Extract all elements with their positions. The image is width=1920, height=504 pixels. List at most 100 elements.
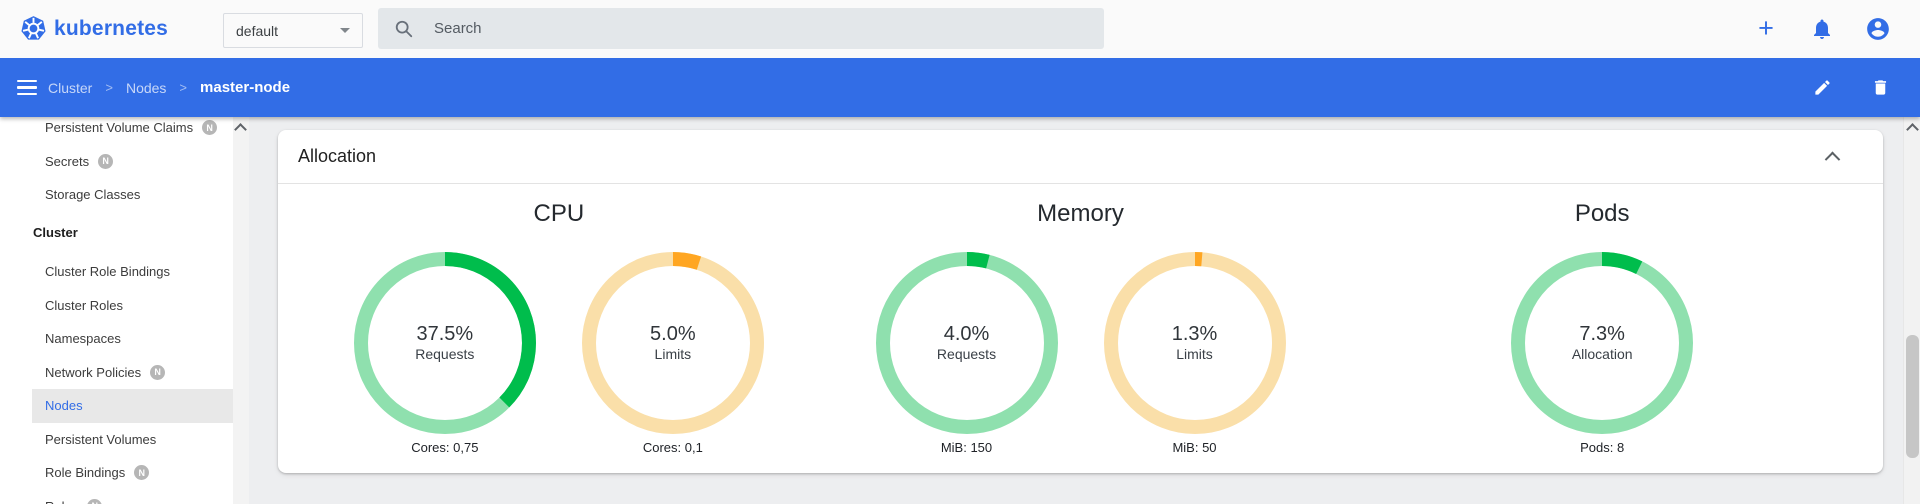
breadcrumb-toolbar: Cluster > Nodes > master-node	[0, 58, 1920, 117]
allocation-card-body: CPU 37.5% Requests Cores: 0,75	[278, 184, 1883, 456]
allocation-card: Allocation CPU 37.5% Requests	[278, 130, 1883, 473]
donut-center-text: 37.5% Requests	[354, 323, 536, 363]
nav-sidebar: Persistent Volume Claims N Secrets N Sto…	[0, 117, 234, 504]
namespaced-badge: N	[150, 364, 166, 380]
donut-ring	[353, 252, 536, 434]
sidebar-item-label: Cluster Role Bindings	[45, 264, 171, 280]
donut-center-text: 5.0% Limits	[582, 323, 764, 363]
donut-cpu-requests: 37.5% Requests Cores: 0,75	[353, 252, 536, 456]
section-title: CPU	[533, 200, 585, 227]
sidebar-item-persistent-volumes[interactable]: Persistent Volumes	[0, 423, 233, 457]
top-app-bar: kubernetes default +	[0, 0, 1920, 58]
sidebar-item-label: Namespaces	[45, 331, 121, 347]
topbar-actions: +	[1752, 0, 1892, 58]
donut-ring	[875, 252, 1058, 434]
donut-label: Allocation	[1571, 346, 1633, 362]
namespaced-badge: N	[87, 498, 103, 504]
brand-wordmark: kubernetes	[54, 16, 169, 40]
namespaced-badge: N	[134, 465, 150, 481]
donut-center-text: 7.3% Allocation	[1511, 323, 1693, 363]
donut-center-text: 1.3% Limits	[1104, 323, 1286, 363]
sidebar-scrollbar[interactable]	[233, 117, 249, 504]
search-input[interactable]	[432, 19, 1088, 38]
donut-footer-label: Cores: 0,1	[642, 440, 703, 455]
breadcrumb-link-nodes[interactable]: Nodes	[125, 79, 167, 96]
allocation-section-memory: Memory 4.0% Requests MiB: 150	[820, 184, 1342, 456]
donut-percent: 4.0%	[943, 323, 990, 345]
donut-chart: 1.3% Limits	[1103, 252, 1286, 434]
donut-ring	[1511, 252, 1694, 434]
card-title: Allocation	[298, 146, 377, 166]
namespaced-badge: N	[98, 153, 114, 169]
namespace-selector[interactable]: default	[223, 13, 363, 48]
donut-footer-label: Cores: 0,75	[411, 440, 479, 455]
search-icon	[395, 20, 413, 37]
allocation-section-pods: Pods 7.3% Allocation Pods: 8	[1341, 184, 1863, 456]
menu-hamburger-button[interactable]	[17, 58, 41, 117]
donut-label: Requests	[415, 346, 475, 362]
sidebar-item-roles[interactable]: Roles N	[0, 490, 233, 504]
sidebar-item-namespaces[interactable]: Namespaces	[0, 322, 233, 356]
notifications-button[interactable]	[1808, 15, 1836, 43]
breadcrumb-separator: >	[105, 80, 113, 95]
donut-footer-label: Pods: 8	[1580, 440, 1625, 455]
sidebar-section-cluster: Cluster	[0, 216, 233, 250]
create-resource-button[interactable]: +	[1752, 12, 1780, 43]
edit-button[interactable]	[1808, 74, 1836, 102]
chevron-down-icon	[340, 28, 350, 33]
donut-footer-label: MiB: 50	[1172, 440, 1217, 455]
collapse-panel-icon[interactable]	[1824, 151, 1841, 168]
donut-chart: 5.0% Limits	[581, 252, 764, 434]
donut-memory-requests: 4.0% Requests MiB: 150	[875, 252, 1058, 456]
kubernetes-wheel-icon	[21, 16, 46, 40]
trash-icon	[1874, 80, 1886, 95]
sidebar-item-label: Persistent Volume Claims	[45, 120, 194, 136]
donut-label: Requests	[936, 346, 997, 362]
donut-ring	[1103, 252, 1286, 434]
donut-percent: 5.0%	[650, 323, 696, 345]
scroll-up-icon[interactable]	[1906, 123, 1919, 136]
scrollbar-thumb[interactable]	[1906, 335, 1919, 458]
plus-icon: +	[1758, 12, 1774, 43]
sidebar-item-persistent-volume-claims[interactable]: Persistent Volume Claims N	[0, 117, 233, 145]
donut-row: 37.5% Requests Cores: 0,75 5.0%	[353, 252, 764, 456]
page-title: master-node	[200, 79, 291, 96]
donut-label: Limits	[654, 346, 692, 362]
donut-cpu-limits: 5.0% Limits Cores: 0,1	[581, 252, 764, 456]
breadcrumb-link-cluster[interactable]: Cluster	[48, 79, 93, 96]
pencil-icon	[1814, 80, 1830, 95]
sidebar-item-nodes[interactable]: Nodes	[0, 389, 233, 423]
sidebar-item-secrets[interactable]: Secrets N	[0, 145, 233, 179]
section-title: Pods	[1574, 200, 1630, 227]
donut-center-text: 4.0% Requests	[876, 323, 1058, 363]
account-button[interactable]	[1864, 15, 1892, 43]
donut-percent: 37.5%	[416, 323, 474, 345]
sidebar-item-cluster-role-bindings[interactable]: Cluster Role Bindings	[0, 255, 233, 289]
sidebar-item-label: Nodes	[45, 398, 83, 414]
kubernetes-logo[interactable]: kubernetes	[20, 15, 168, 42]
sidebar-item-label: Network Policies	[45, 364, 142, 380]
breadcrumb: Cluster > Nodes > master-node	[48, 79, 290, 96]
sidebar-item-cluster-roles[interactable]: Cluster Roles	[0, 289, 233, 323]
page-scrollbar[interactable]	[1903, 117, 1920, 504]
donut-chart: 37.5% Requests	[353, 252, 536, 434]
donut-label: Limits	[1176, 346, 1213, 362]
breadcrumb-separator: >	[179, 80, 188, 95]
donut-percent: 1.3%	[1171, 323, 1218, 345]
donut-ring	[581, 252, 764, 434]
sidebar-item-label: Cluster Roles	[45, 297, 124, 313]
sidebar-item-storage-classes[interactable]: Storage Classes	[0, 178, 233, 212]
allocation-card-header: Allocation	[278, 130, 1883, 184]
scroll-up-icon[interactable]	[234, 123, 247, 136]
search-bar[interactable]	[378, 8, 1104, 49]
section-title: Memory	[1037, 200, 1124, 227]
resource-actions	[1808, 74, 1894, 102]
donut-row: 4.0% Requests MiB: 150 1.3%	[875, 252, 1286, 456]
sidebar-item-role-bindings[interactable]: Role Bindings N	[0, 456, 233, 490]
namespaced-badge: N	[202, 120, 218, 136]
delete-button[interactable]	[1866, 74, 1894, 102]
bell-icon	[1814, 19, 1830, 39]
namespace-selected-value: default	[236, 22, 279, 39]
sidebar-item-network-policies[interactable]: Network Policies N	[0, 356, 233, 390]
donut-memory-limits: 1.3% Limits MiB: 50	[1103, 252, 1286, 456]
